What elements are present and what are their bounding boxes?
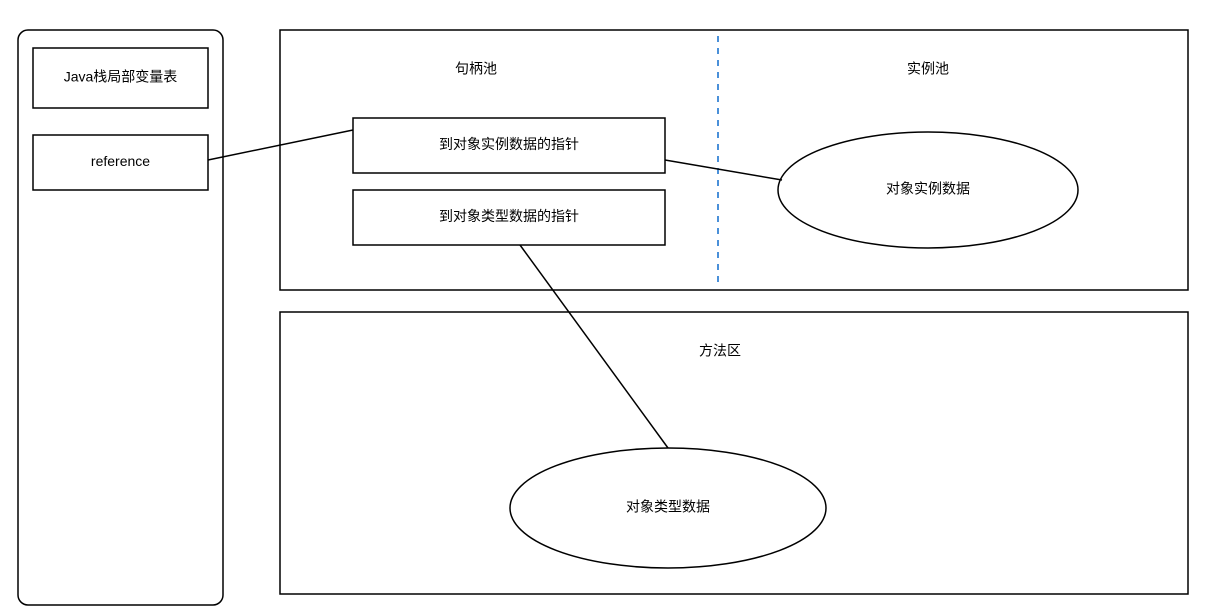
handle-pool-title: 句柄池 bbox=[455, 61, 497, 77]
stack-row-label: reference bbox=[91, 153, 150, 169]
edge bbox=[665, 160, 782, 180]
edge bbox=[520, 245, 668, 448]
method-area-title: 方法区 bbox=[699, 343, 741, 359]
stack-row-label: Java栈局部变量表 bbox=[64, 69, 178, 85]
pointer-box-label: 到对象实例数据的指针 bbox=[439, 136, 579, 152]
pointer-box-label: 到对象类型数据的指针 bbox=[439, 208, 579, 224]
instance-pool-title: 实例池 bbox=[907, 61, 949, 77]
stack-panel bbox=[18, 30, 223, 605]
instance-ellipse-label: 对象实例数据 bbox=[886, 181, 970, 197]
class-ellipse-label: 对象类型数据 bbox=[626, 499, 710, 515]
heap-panel bbox=[280, 30, 1188, 290]
diagram-svg: Java栈局部变量表 reference 句柄池 实例池 到对象实例数据的指针 … bbox=[0, 0, 1206, 615]
